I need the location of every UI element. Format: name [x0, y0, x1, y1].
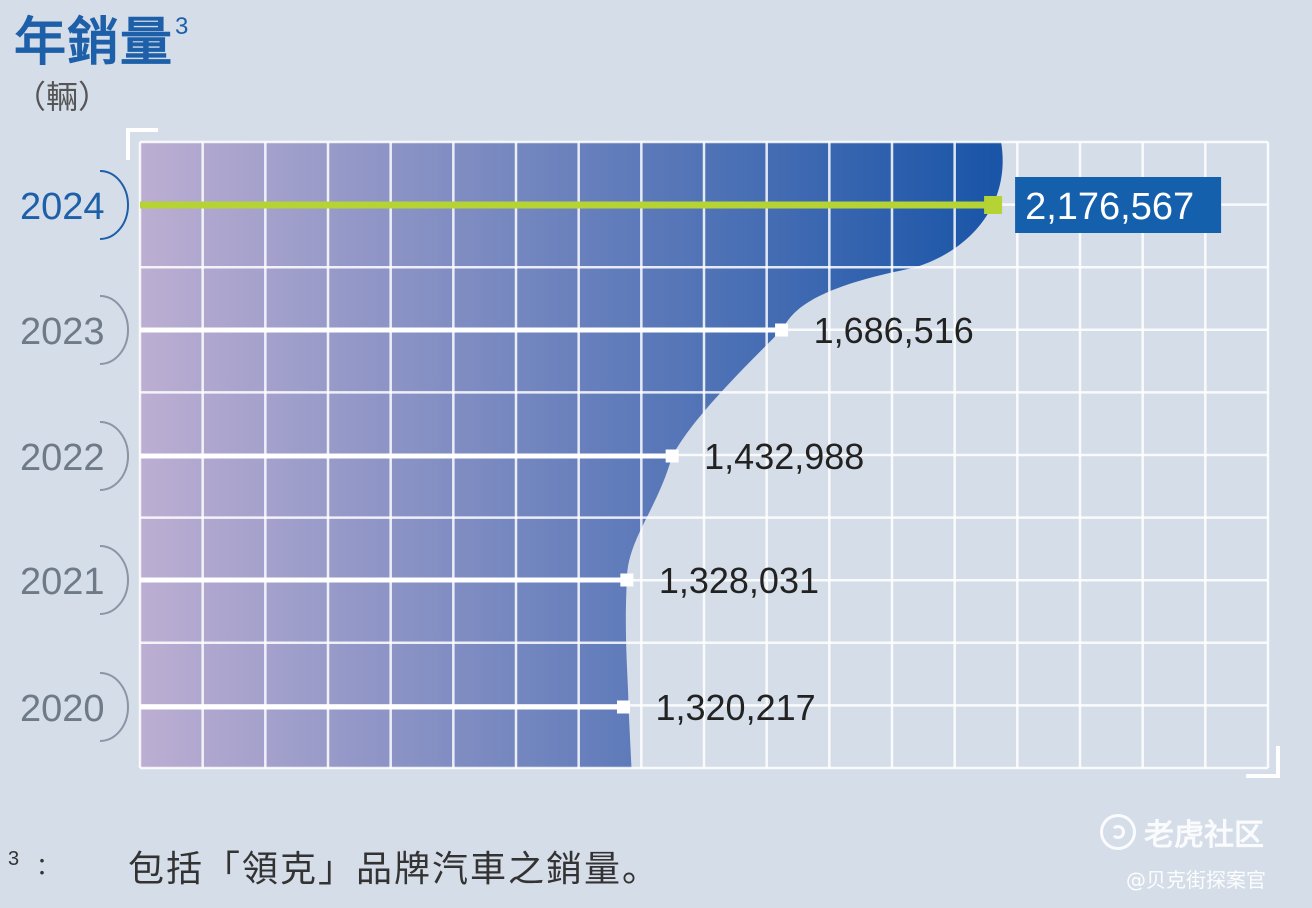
value-label: 1,432,988	[704, 436, 864, 477]
year-arc	[99, 295, 129, 365]
value-marker	[616, 700, 630, 714]
footnote-mark: 3	[8, 848, 20, 870]
watermark-handle: @贝克街探案官	[1126, 868, 1266, 892]
footnote-text: 包括「領克」品牌汽車之銷量。	[128, 849, 661, 890]
corner-bracket-bottom-right	[1246, 746, 1280, 778]
year-arc	[99, 421, 129, 491]
tiger-community-logo-icon	[1100, 814, 1136, 850]
year-label: 2023	[20, 311, 105, 353]
watermark: 老虎社区	[1100, 810, 1264, 854]
value-marker	[775, 323, 789, 337]
value-label: 1,320,217	[655, 687, 815, 728]
chart-title-text: 年銷量	[14, 13, 174, 73]
watermark-text: 老虎社区	[1144, 818, 1264, 853]
value-marker	[984, 196, 1003, 214]
year-label: 2020	[20, 688, 105, 730]
chart-title: 年銷量3	[14, 0, 188, 75]
year-label: 2024	[20, 186, 105, 228]
unit-label: （輛）	[14, 78, 111, 116]
year-arc	[99, 545, 129, 615]
value-marker	[620, 573, 634, 587]
value-label: 1,686,516	[814, 310, 974, 351]
year-label: 2021	[20, 561, 105, 603]
year-arc	[99, 672, 129, 742]
year-label: 2022	[20, 437, 105, 479]
value-label-box	[1015, 177, 1222, 233]
value-marker	[665, 449, 679, 463]
corner-bracket-top-left	[126, 128, 158, 160]
title-footnote-mark: 3	[175, 13, 189, 40]
year-arc	[99, 170, 129, 240]
footnote-colon: ：	[36, 853, 60, 880]
value-label: 2,176,567	[1025, 186, 1194, 228]
value-label: 1,328,031	[659, 560, 819, 601]
